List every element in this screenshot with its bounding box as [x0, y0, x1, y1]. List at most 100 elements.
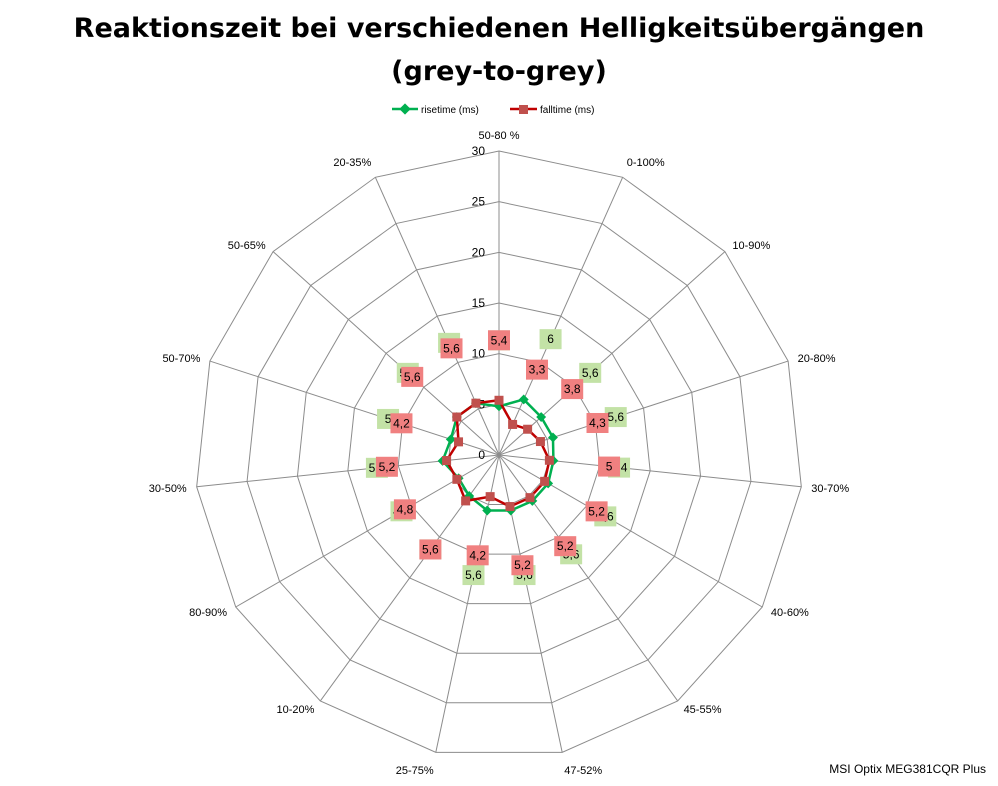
legend: risetime (ms) falltime (ms)	[392, 103, 594, 116]
category-label: 50-80 %	[479, 130, 520, 142]
tick-label: 10	[472, 347, 486, 361]
category-label: 40-60%	[771, 607, 809, 619]
data-label-box-risetime	[604, 407, 627, 428]
data-label-box-falltime	[561, 379, 584, 400]
data-label-risetime: 5,6	[582, 366, 599, 380]
risetime-point	[445, 434, 456, 445]
data-label-falltime: 4,2	[469, 548, 486, 562]
category-label: 20-80%	[798, 353, 836, 365]
tick-label: 25	[472, 195, 486, 209]
risetime-point	[518, 394, 529, 405]
category-label: 47-52%	[564, 765, 602, 777]
data-label-falltime: 4,8	[397, 502, 414, 516]
data-label-risetime: 5,6	[607, 410, 624, 424]
data-label-box-falltime	[401, 366, 424, 387]
category-label: 10-20%	[277, 704, 315, 716]
data-label-falltime: 5,6	[443, 341, 460, 355]
category-label: 30-50%	[149, 483, 187, 495]
legend-falltime-label: falltime (ms)	[540, 105, 594, 116]
category-label: 80-90%	[189, 607, 227, 619]
falltime-point	[461, 496, 471, 506]
chart-subtitle: (grey-to-grey)	[391, 56, 607, 87]
spoke-8	[435, 454, 500, 753]
legend-risetime-label: risetime (ms)	[421, 105, 479, 116]
data-label-risetime: 5	[385, 412, 392, 426]
data-label-falltime: 3,8	[564, 382, 581, 396]
falltime-point	[454, 437, 464, 447]
falltime-point	[535, 437, 545, 447]
legend-risetime-marker	[399, 103, 411, 115]
category-label: 0-100%	[627, 157, 665, 169]
spoke-2	[498, 251, 726, 456]
grid-ring-25	[246, 201, 752, 704]
risetime-point	[548, 432, 558, 443]
data-label-box-falltime	[586, 412, 609, 433]
data-label-falltime: 4,2	[393, 416, 410, 430]
data-label-box-falltime	[598, 456, 621, 477]
data-labels-layer: 4,865,65,65,45,65,65,65,654,65,655,65,65…	[365, 329, 631, 586]
tick-label: 15	[472, 296, 486, 310]
falltime-point	[544, 455, 554, 465]
spoke-13	[272, 251, 500, 456]
chart-title: Reaktionszeit bei verschiedenen Helligke…	[74, 13, 925, 44]
radar-spokes	[196, 151, 802, 753]
falltime-point	[471, 398, 481, 408]
falltime-point	[452, 412, 462, 422]
tick-label: 20	[472, 245, 486, 259]
category-label: 20-35%	[333, 157, 371, 169]
data-label-falltime: 3,3	[529, 363, 546, 377]
data-label-falltime: 5,4	[491, 333, 508, 347]
data-label-box-falltime	[511, 555, 534, 576]
data-label-box-falltime	[526, 359, 549, 380]
falltime-point	[508, 419, 518, 429]
data-label-box-risetime	[539, 329, 562, 350]
grid-ring-15	[347, 302, 651, 605]
falltime-point	[442, 456, 452, 466]
data-label-risetime: 5,6	[465, 568, 482, 582]
series-line-falltime	[445, 398, 551, 508]
spoke-5	[498, 454, 763, 608]
data-label-box-falltime	[375, 456, 398, 477]
series-line-risetime	[441, 398, 555, 512]
data-label-box-falltime	[585, 501, 608, 522]
spoke-1	[498, 177, 624, 456]
falltime-point	[523, 424, 533, 434]
data-label-box-falltime	[554, 536, 577, 557]
data-label-falltime: 5,2	[514, 558, 531, 572]
falltime-point	[452, 474, 462, 484]
data-label-box-falltime	[440, 338, 463, 359]
category-label: 10-90%	[732, 240, 770, 252]
data-label-falltime: 5,2	[379, 460, 396, 474]
category-label: 50-65%	[228, 240, 266, 252]
category-label: 30-70%	[811, 483, 849, 495]
footer-model-name: MSI Optix MEG381CQR Plus	[829, 762, 986, 776]
legend-falltime-marker	[519, 105, 528, 114]
falltime-point	[540, 476, 550, 486]
category-label: 25-75%	[396, 765, 434, 777]
spoke-14	[374, 177, 500, 456]
data-label-box-falltime	[419, 539, 442, 560]
data-label-falltime: 5,6	[422, 542, 439, 556]
data-label-falltime: 4,3	[589, 416, 606, 430]
radar-grid	[196, 150, 802, 753]
falltime-point	[494, 395, 504, 405]
data-label-box-falltime	[488, 330, 510, 351]
category-label: 50-70%	[162, 353, 200, 365]
grid-ring-20	[296, 251, 702, 654]
data-label-falltime: 5,6	[404, 370, 421, 384]
category-labels: 50-80 % 0-100% 10-90% 20-80% 30-70% 40-60% 45-…	[149, 130, 850, 777]
falltime-point	[505, 502, 515, 512]
grid-ring-10	[397, 353, 601, 555]
series-layer	[437, 394, 559, 516]
legend-item-risetime: risetime (ms)	[392, 103, 479, 116]
tick-label: 30	[472, 144, 486, 158]
legend-item-falltime: falltime (ms)	[510, 105, 594, 116]
data-label-box-falltime	[466, 545, 489, 566]
falltime-point	[485, 492, 495, 502]
data-label-risetime: 6	[547, 332, 554, 346]
data-label-falltime: 5,2	[588, 504, 605, 518]
falltime-point	[525, 493, 535, 503]
data-label-falltime: 5,2	[557, 539, 574, 553]
